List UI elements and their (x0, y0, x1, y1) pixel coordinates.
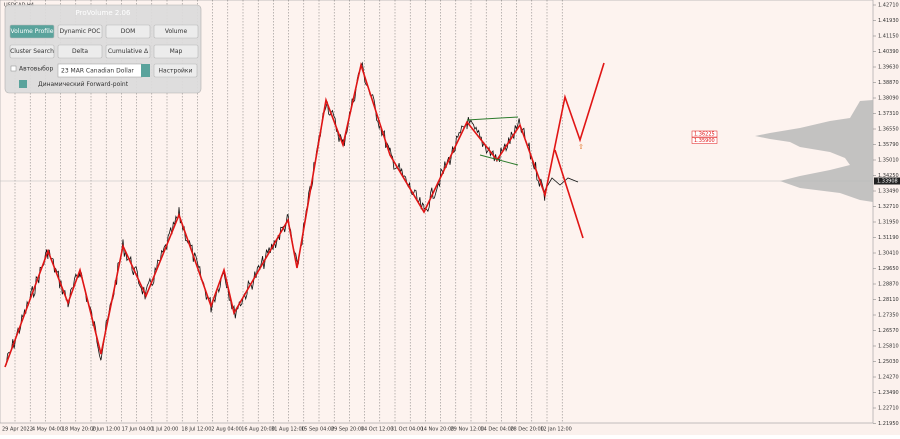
time-label: 1 Jul 20:00 (152, 427, 179, 433)
price-label: 1.38870 (878, 80, 899, 86)
price-label: 1.39630 (878, 65, 899, 71)
panel-button[interactable] (57, 44, 103, 59)
settings-button[interactable] (153, 63, 198, 78)
arrow-mark: ⇧ (578, 143, 584, 151)
panel-button[interactable] (153, 44, 199, 59)
time-label: 15 Sep 04:00 (301, 427, 334, 433)
price-label: 1.37310 (878, 111, 899, 117)
time-label: 29 Sep 20:00 (331, 427, 364, 433)
volume-profile (755, 100, 873, 202)
time-label: 17 Jun 04:00 (122, 427, 154, 433)
trend-line (479, 154, 519, 166)
time-label: 12 Jan 12:00 (540, 427, 572, 433)
button-label: Volume (165, 28, 188, 35)
time-label: 2 Jun 12:00 (92, 427, 121, 433)
dropdown-arrow[interactable] (141, 64, 150, 77)
price-line (4, 61, 579, 367)
time-label: 18 Jul 12:00 (181, 427, 211, 433)
button-label: Delta (72, 48, 88, 55)
level-label: 1.35900 (694, 138, 715, 144)
price-label: 1.26570 (878, 328, 899, 334)
button-label: Cluster Search (10, 48, 54, 55)
price-axis: 1.42710 1.41930 1.41150 1.40390 1.39630 1.388… (873, 3, 899, 427)
price-label: 1.29650 (878, 266, 899, 272)
level-box (691, 130, 718, 138)
auto-select: Автовыбор (19, 66, 53, 73)
price-label: 1.25810 (878, 344, 899, 350)
price-label: 1.24270 (878, 375, 899, 381)
forward-point: Динамический Forward-point (38, 81, 129, 88)
time-label: 29 Apr 2022 (2, 427, 33, 433)
price-label: 1.23490 (878, 390, 899, 396)
forward-icon[interactable] (19, 80, 27, 88)
price-label: 1.42710 (878, 3, 899, 9)
price-label: 1.27350 (878, 313, 899, 319)
price-label: 1.41150 (878, 34, 899, 40)
price-label: 1.38090 (878, 96, 899, 102)
button-label: Map (170, 48, 183, 55)
time-label: 16 Aug 20:00 (241, 427, 275, 433)
panel-button[interactable] (153, 24, 199, 39)
time-label: 31 Oct 04:00 (391, 427, 424, 433)
time-label: 2 Aug 04:00 (211, 427, 242, 433)
trend-line (466, 116, 519, 121)
button-label: DOM (121, 28, 136, 35)
time-label: 14 Nov 20:00 (421, 427, 455, 433)
price-label: 1.35010 (878, 158, 899, 164)
checkbox[interactable] (10, 65, 17, 72)
time-label: 4 May 04:00 (32, 427, 63, 433)
provolume-panel: ProVolume 2.06 Volume Profile Dynamic POC… (4, 4, 202, 94)
current-price-box (874, 177, 900, 185)
level-box (691, 137, 718, 144)
level-label: 1.36225 (694, 132, 715, 138)
price-label: 1.22710 (878, 406, 899, 412)
time-label: 14 Oct 12:00 (361, 427, 394, 433)
price-label: 1.33490 (878, 189, 899, 195)
panel-button[interactable] (9, 44, 55, 59)
settings-label: Настройки (159, 68, 193, 75)
panel-title: ProVolume 2.06 (76, 9, 131, 17)
price-label: 1.34250 (878, 173, 899, 179)
projection (554, 149, 584, 239)
panel-button[interactable] (105, 44, 151, 59)
price-label: 1.41930 (878, 18, 899, 24)
time-label: 29 Nov 12:00 (451, 427, 485, 433)
price-label: 1.30410 (878, 251, 899, 257)
panel-button[interactable] (105, 24, 151, 39)
button-label: Dynamic POC (60, 28, 101, 35)
price-label: 1.32710 (878, 204, 899, 210)
price-label: 1.25030 (878, 359, 899, 365)
current-price: 1.33908 (877, 179, 898, 185)
button-label: Volume Profile (11, 28, 54, 35)
price-label: 1.40390 (878, 49, 899, 55)
time-label: 14 Dec 04:00 (480, 427, 514, 433)
price-label: 1.21950 (878, 421, 899, 427)
instrument: 23 MAR Canadian Dollar (61, 68, 134, 75)
price-label: 1.31950 (878, 220, 899, 226)
price-label: 1.31190 (878, 235, 899, 241)
button-label: Cumulative Δ (108, 48, 149, 55)
panel-button[interactable] (57, 24, 103, 39)
time-label: 31 Aug 12:00 (271, 427, 305, 433)
price-label: 1.36550 (878, 127, 899, 133)
time-label: 28 Dec 20:00 (510, 427, 544, 433)
zigzag (4, 61, 605, 368)
price-label: 1.35790 (878, 142, 899, 148)
price-label: 1.28870 (878, 282, 899, 288)
time-label: 18 May 20:00 (62, 427, 96, 433)
price-label: 1.28110 (878, 297, 899, 303)
panel-button[interactable] (9, 24, 55, 39)
